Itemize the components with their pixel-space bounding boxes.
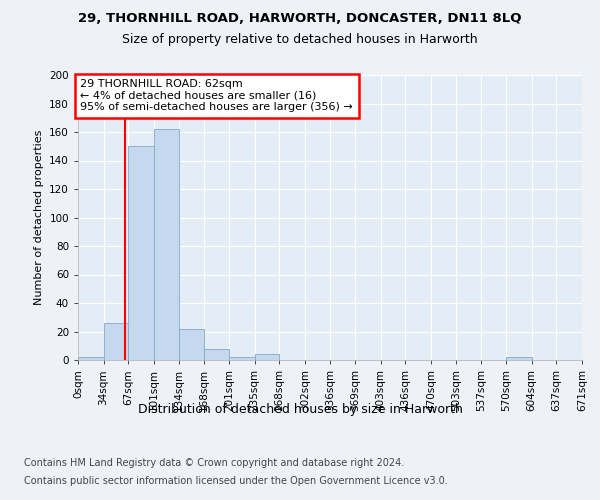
Text: Distribution of detached houses by size in Harworth: Distribution of detached houses by size … — [137, 402, 463, 415]
Bar — [179, 328, 204, 360]
Bar — [128, 146, 154, 360]
Bar — [506, 357, 532, 360]
Text: Contains public sector information licensed under the Open Government Licence v3: Contains public sector information licen… — [24, 476, 448, 486]
Bar — [204, 348, 229, 360]
Text: Contains HM Land Registry data © Crown copyright and database right 2024.: Contains HM Land Registry data © Crown c… — [24, 458, 404, 468]
Bar — [78, 357, 104, 360]
Bar — [154, 129, 179, 360]
Text: 29 THORNHILL ROAD: 62sqm
← 4% of detached houses are smaller (16)
95% of semi-de: 29 THORNHILL ROAD: 62sqm ← 4% of detache… — [80, 80, 353, 112]
Bar — [104, 323, 128, 360]
Bar — [254, 354, 279, 360]
Bar — [229, 357, 254, 360]
Text: Size of property relative to detached houses in Harworth: Size of property relative to detached ho… — [122, 32, 478, 46]
Y-axis label: Number of detached properties: Number of detached properties — [34, 130, 44, 305]
Text: 29, THORNHILL ROAD, HARWORTH, DONCASTER, DN11 8LQ: 29, THORNHILL ROAD, HARWORTH, DONCASTER,… — [78, 12, 522, 26]
